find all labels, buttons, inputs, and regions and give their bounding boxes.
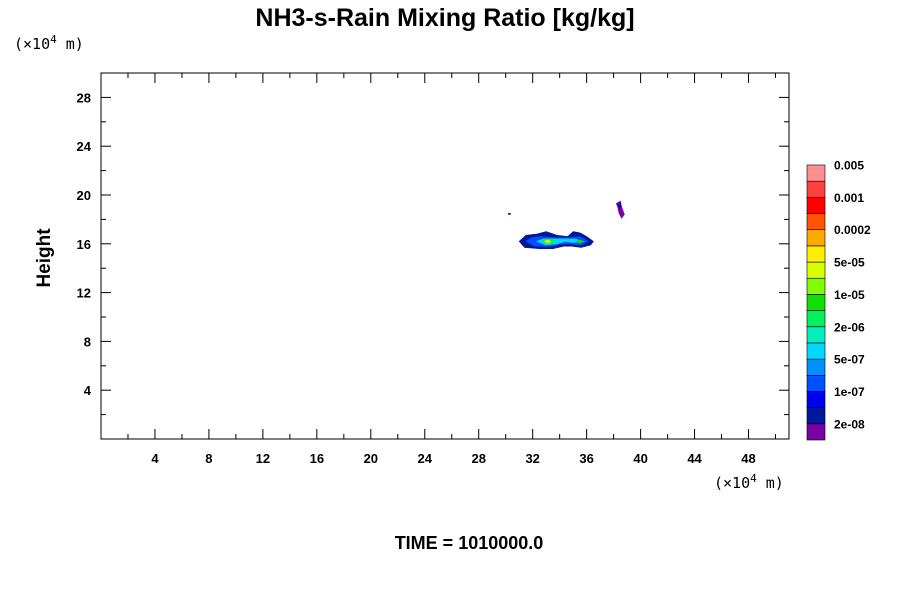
colorbar-label: 0.005 — [834, 159, 864, 173]
x-tick-label: 36 — [579, 451, 593, 466]
colorbar-label: 1e-07 — [834, 385, 865, 399]
y-tick-label: 20 — [77, 188, 91, 203]
colorbar-swatch — [806, 294, 826, 311]
colorbar-swatch — [806, 213, 826, 231]
y-tick-label: 16 — [77, 237, 91, 252]
y-tick-label: 24 — [77, 139, 92, 154]
colorbar-swatch — [806, 358, 826, 376]
colorbar-label: 0.001 — [834, 191, 864, 205]
y-tick-label: 28 — [77, 90, 91, 105]
colorbar-label: 1e-05 — [834, 288, 865, 302]
colorbar-swatch — [806, 407, 826, 425]
x-tick-labels: 4 8 12 16 20 24 28 32 36 40 44 48 — [151, 451, 755, 466]
axis-ticks — [101, 72, 789, 439]
colorbar-label: 5e-05 — [834, 256, 865, 270]
colorbar-swatch — [806, 277, 826, 295]
y-tick-label: 8 — [84, 334, 91, 349]
x-tick-label: 40 — [633, 451, 647, 466]
chart-title: NH3-s-Rain Mixing Ratio [kg/kg] — [255, 4, 634, 32]
x-unit-label: (×104 m) — [714, 472, 784, 492]
colorbar-swatch — [806, 391, 826, 408]
colorbar-swatch — [806, 245, 826, 263]
y-tick-labels: 4 8 12 16 20 24 28 — [77, 90, 92, 398]
colorbar-swatch — [806, 180, 826, 198]
contour-main-cloud-core — [543, 239, 552, 244]
x-tick-label: 48 — [741, 451, 755, 466]
colorbar-label: 2e-06 — [834, 320, 865, 334]
colorbar-swatch — [806, 261, 826, 279]
x-tick-label: 12 — [256, 451, 270, 466]
colorbar-label: 0.0002 — [834, 223, 871, 237]
colorbar-label: 5e-07 — [834, 353, 865, 367]
x-tick-label: 4 — [151, 451, 159, 466]
colorbar-label: 2e-08 — [834, 417, 865, 431]
colorbar-swatch — [806, 374, 826, 392]
contour-right-cloud-core — [575, 239, 585, 244]
x-tick-label: 32 — [525, 451, 539, 466]
x-tick-label: 44 — [687, 451, 702, 466]
colorbar-swatch — [806, 423, 826, 441]
colorbar — [806, 164, 826, 441]
plot-frame — [100, 72, 790, 440]
y-tick-label: 4 — [84, 383, 92, 398]
colorbar-swatch — [806, 164, 826, 182]
y-unit-label: (×104 m) — [14, 33, 84, 53]
x-tick-label: 20 — [364, 451, 378, 466]
x-tick-label: 24 — [418, 451, 433, 466]
y-axis-label: Height — [34, 228, 55, 288]
colorbar-swatch — [806, 197, 826, 214]
colorbar-swatch — [806, 326, 826, 344]
colorbar-labels: 2e-08 1e-07 5e-07 2e-06 1e-05 5e-05 0.0002 0.00… — [834, 159, 871, 432]
colorbar-swatch — [806, 229, 826, 247]
colorbar-swatch — [806, 342, 826, 360]
colorbar-swatch — [806, 310, 826, 328]
x-tick-label: 28 — [471, 451, 485, 466]
contour-features — [508, 200, 625, 249]
contour-speck — [508, 213, 511, 215]
time-label: TIME = 1010000.0 — [395, 533, 544, 553]
x-tick-label: 8 — [205, 451, 212, 466]
x-tick-label: 16 — [310, 451, 324, 466]
contour-upper-blob-inner — [617, 202, 622, 209]
y-tick-label: 12 — [77, 286, 91, 301]
